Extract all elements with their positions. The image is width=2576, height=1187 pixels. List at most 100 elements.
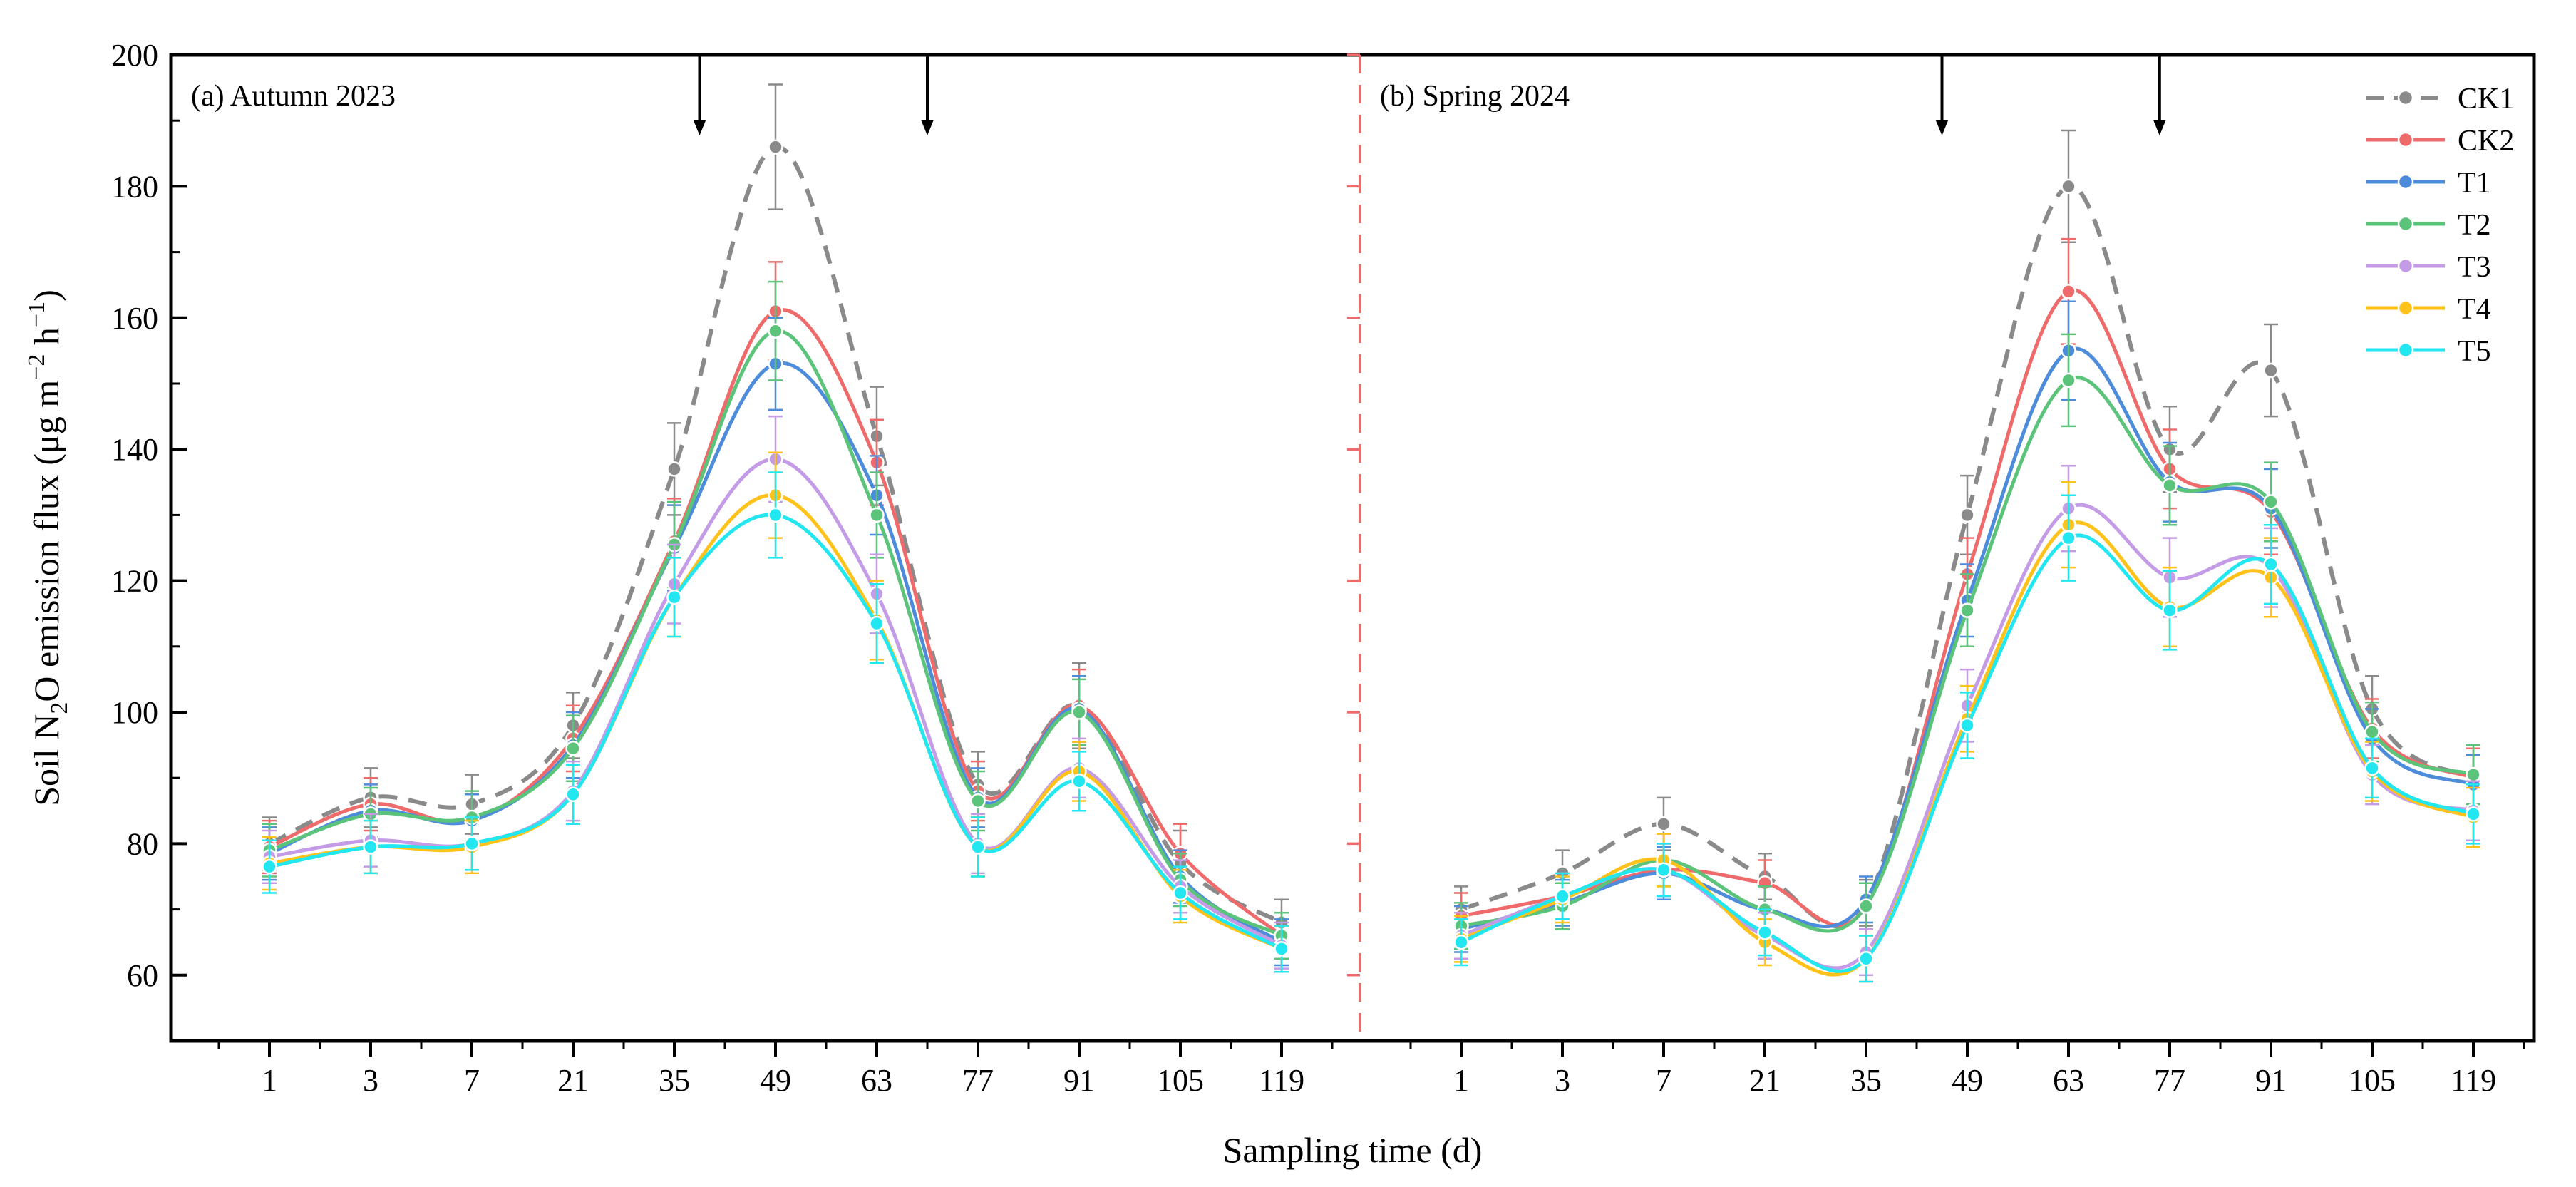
panel-title: (b) Spring 2024 [1380, 80, 1570, 113]
data-point-ck1 [1656, 816, 1671, 832]
x-tick-label: 1 [1453, 1063, 1469, 1098]
data-point-t5 [1274, 941, 1289, 957]
data-point-t5 [1858, 951, 1874, 967]
data-point-t5 [1656, 862, 1671, 878]
application-arrow-head [921, 120, 934, 135]
y-tick-label: 160 [111, 301, 158, 336]
y-axis-title-part: O emission flux (μg m [26, 380, 66, 702]
data-point-t5 [262, 858, 277, 875]
data-point-t5 [970, 839, 986, 855]
series-line-ck1 [268, 145, 1283, 925]
x-tick-label: 77 [962, 1063, 994, 1098]
x-tick-label: 1 [262, 1063, 277, 1098]
y-axis-title-part: 2 [46, 702, 73, 714]
data-point-t5 [565, 786, 581, 802]
x-tick-label: 7 [1656, 1063, 1671, 1098]
x-tick-label: 35 [659, 1063, 690, 1098]
data-point-t5 [464, 836, 480, 852]
x-tick-label: 7 [464, 1063, 480, 1098]
x-tick-label: 91 [1063, 1063, 1095, 1098]
application-arrow-head [2153, 120, 2166, 135]
data-point-ck2 [2061, 284, 2076, 299]
data-point-t2 [2263, 494, 2279, 510]
x-tick-label: 3 [1555, 1063, 1570, 1098]
series-line-t2 [1460, 376, 2474, 933]
data-point-t5 [1071, 774, 1087, 789]
legend-marker-ck2 [2397, 131, 2414, 148]
data-point-t2 [768, 323, 783, 339]
application-arrow-head [1935, 120, 1949, 135]
data-point-ck1 [2061, 178, 2076, 195]
y-axis-title-part: −1 [24, 302, 50, 327]
data-point-t2 [565, 740, 581, 756]
y-tick-label: 100 [111, 695, 158, 730]
data-point-t5 [1555, 888, 1570, 904]
data-point-t2 [970, 793, 986, 809]
data-point-t5 [869, 615, 885, 632]
y-tick-label: 180 [111, 169, 158, 204]
y-axis-title: Soil N2O emission flux (μg m−2 h−1) [24, 289, 73, 806]
data-point-t2 [2061, 372, 2076, 389]
x-tick-label: 35 [1850, 1063, 1882, 1098]
x-tick-label: 91 [2255, 1063, 2287, 1098]
x-tick-label: 63 [2053, 1063, 2084, 1098]
data-point-t2 [2364, 724, 2380, 740]
data-point-t2 [2466, 766, 2481, 783]
x-tick-label: 105 [2349, 1063, 2396, 1098]
plot-border [169, 53, 2536, 1043]
data-point-t5 [1453, 934, 1469, 950]
y-axis-title-part: h [26, 327, 66, 354]
x-tick-label: 21 [1749, 1063, 1781, 1098]
legend-marker-t4 [2397, 299, 2414, 317]
legend-label-t1: T1 [2458, 167, 2491, 200]
legend-marker-t5 [2397, 341, 2414, 359]
data-point-t5 [2061, 530, 2076, 546]
legend-marker-t2 [2397, 215, 2414, 232]
legend-marker-t1 [2397, 173, 2414, 190]
x-tick-label: 49 [760, 1063, 791, 1098]
x-axis-title: Sampling time (d) [1223, 1130, 1483, 1170]
legend-marker-ck1 [2397, 89, 2414, 106]
series-layer [262, 83, 2481, 983]
legend-marker-t3 [2397, 257, 2414, 274]
data-point-t5 [1959, 717, 1975, 734]
y-tick-label: 60 [127, 958, 158, 993]
x-tick-label: 21 [557, 1063, 589, 1098]
series-line-t5 [269, 513, 1283, 951]
application-arrow-head [693, 120, 706, 135]
legend-label-t2: T2 [2458, 209, 2491, 242]
data-point-t2 [2162, 478, 2178, 493]
y-axis-title-part: Soil N [26, 714, 66, 806]
data-point-t5 [768, 507, 783, 523]
x-tick-label: 77 [2154, 1063, 2185, 1098]
data-point-t2 [1071, 704, 1087, 720]
data-point-ck1 [1959, 507, 1975, 523]
data-point-t2 [1858, 898, 1874, 914]
plot-frame [169, 53, 2536, 1057]
x-tick-label: 49 [1952, 1063, 1983, 1098]
data-point-t2 [869, 507, 885, 523]
x-tick-label: 105 [1157, 1063, 1204, 1098]
data-point-t5 [1173, 885, 1188, 901]
panel-title: (a) Autumn 2023 [191, 80, 396, 113]
data-point-t5 [2263, 556, 2279, 572]
data-point-t5 [2364, 760, 2380, 776]
y-tick-label: 140 [111, 432, 158, 467]
series-line-ck1 [1460, 184, 2475, 929]
legend-label-t3: T3 [2458, 251, 2491, 284]
y-axis-title-part: −2 [24, 354, 50, 380]
series-line-t4 [269, 493, 1283, 951]
data-point-t5 [2162, 602, 2178, 618]
data-point-t2 [1959, 602, 1975, 618]
data-point-ck1 [2263, 362, 2279, 379]
legend-label-t4: T4 [2458, 293, 2491, 326]
y-axis-title-part: ) [26, 289, 66, 302]
y-tick-label: 200 [111, 38, 158, 73]
legend-label-ck2: CK2 [2458, 125, 2514, 158]
x-tick-label: 119 [2451, 1063, 2496, 1098]
y-tick-label: 120 [111, 564, 158, 599]
data-point-ck1 [768, 139, 783, 155]
data-point-t5 [2466, 806, 2481, 822]
